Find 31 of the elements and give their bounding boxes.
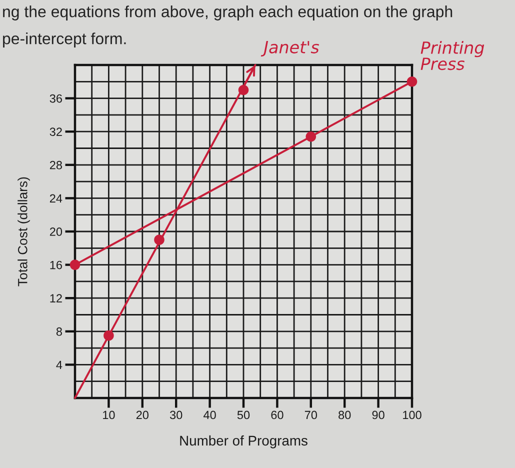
x-tick-label: 60 [271,410,284,420]
point [238,84,249,96]
x-tick-label: 80 [338,410,351,420]
point [70,260,80,270]
point [154,234,164,245]
x-tick-label: 50 [237,410,250,420]
series-label: Printing Press [420,41,484,70]
point [406,76,418,87]
point [306,131,316,142]
x-tick-label: 10 [103,410,115,420]
y-axis-title: Total Cost (dollars) [18,177,30,286]
x-tick-label: 100 [403,410,422,420]
y-tick-label: 28 [50,160,62,170]
y-tick-label: 24 [50,194,62,202]
x-tick-label: 90 [372,410,384,420]
x-tick-label: 30 [170,410,182,420]
point [104,330,114,341]
text: pe-intercept form. [3,32,126,48]
y-tick-label: 8 [56,327,62,336]
y-tick-label: 20 [50,228,62,236]
y-tick-label: 16 [50,260,62,270]
y-tick-label: 12 [50,294,62,302]
x-tick-label: 40 [204,410,216,420]
y-tick-label: 4 [56,360,62,369]
x-tick-label: 20 [136,410,149,420]
y-tick-label: 36 [50,94,62,103]
y-tick-label: 32 [50,128,62,136]
text: ng the equations from above, graph each equation on the graph [3,6,452,20]
x-axis-title: Number of Programs [180,435,308,448]
series-label: Janet's [260,41,320,57]
x-tick-label: 70 [304,410,318,420]
